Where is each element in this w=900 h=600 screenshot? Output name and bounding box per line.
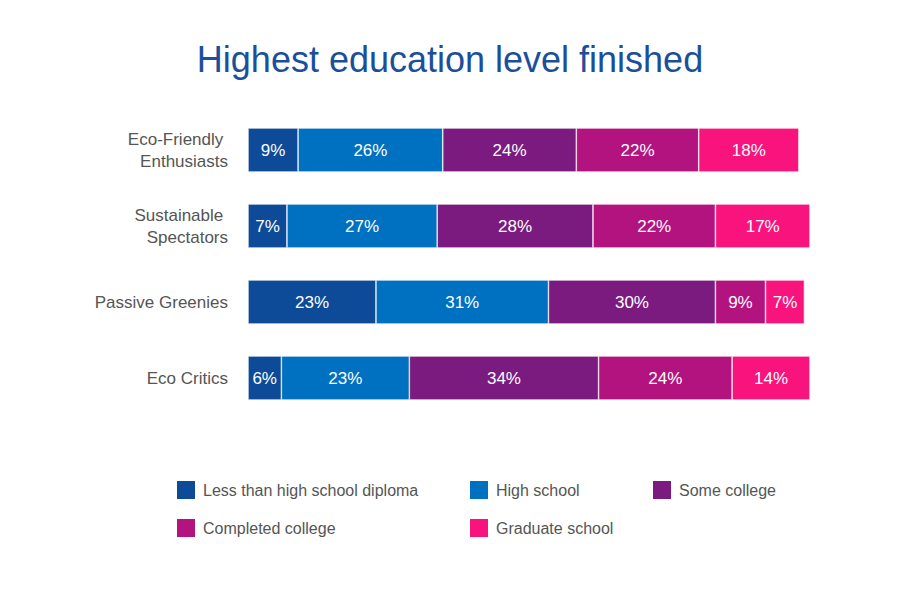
svg-text:27%: 27% <box>345 217 379 236</box>
svg-text:34%: 34% <box>487 369 521 388</box>
svg-text:Completed college: Completed college <box>203 520 336 537</box>
svg-text:Graduate school: Graduate school <box>496 520 613 537</box>
svg-text:30%: 30% <box>615 293 649 312</box>
svg-text:14%: 14% <box>754 369 788 388</box>
svg-text:Eco Critics: Eco Critics <box>147 369 228 388</box>
svg-text:Passive Greenies: Passive Greenies <box>95 293 228 312</box>
svg-text:6%: 6% <box>252 369 277 388</box>
svg-text:Sustainable: Sustainable <box>134 206 228 225</box>
svg-text:High school: High school <box>496 482 580 499</box>
svg-text:7%: 7% <box>773 293 798 312</box>
svg-text:22%: 22% <box>620 141 654 160</box>
svg-text:Spectators: Spectators <box>147 228 228 247</box>
svg-text:9%: 9% <box>728 293 753 312</box>
svg-text:26%: 26% <box>353 141 387 160</box>
svg-text:31%: 31% <box>445 293 479 312</box>
svg-text:17%: 17% <box>746 217 780 236</box>
svg-text:Eco-Friendly: Eco-Friendly <box>128 130 228 149</box>
svg-text:Highest education level finish: Highest education level finished <box>197 39 703 80</box>
svg-text:28%: 28% <box>498 217 532 236</box>
svg-text:23%: 23% <box>295 293 329 312</box>
svg-text:23%: 23% <box>328 369 362 388</box>
svg-text:Less than high school diploma: Less than high school diploma <box>203 482 418 499</box>
svg-text:7%: 7% <box>255 217 280 236</box>
svg-text:24%: 24% <box>648 369 682 388</box>
svg-text:24%: 24% <box>493 141 527 160</box>
svg-text:9%: 9% <box>261 141 286 160</box>
svg-text:Enthusiasts: Enthusiasts <box>140 152 228 171</box>
svg-text:22%: 22% <box>637 217 671 236</box>
svg-text:Some college: Some college <box>679 482 776 499</box>
svg-text:18%: 18% <box>732 141 766 160</box>
